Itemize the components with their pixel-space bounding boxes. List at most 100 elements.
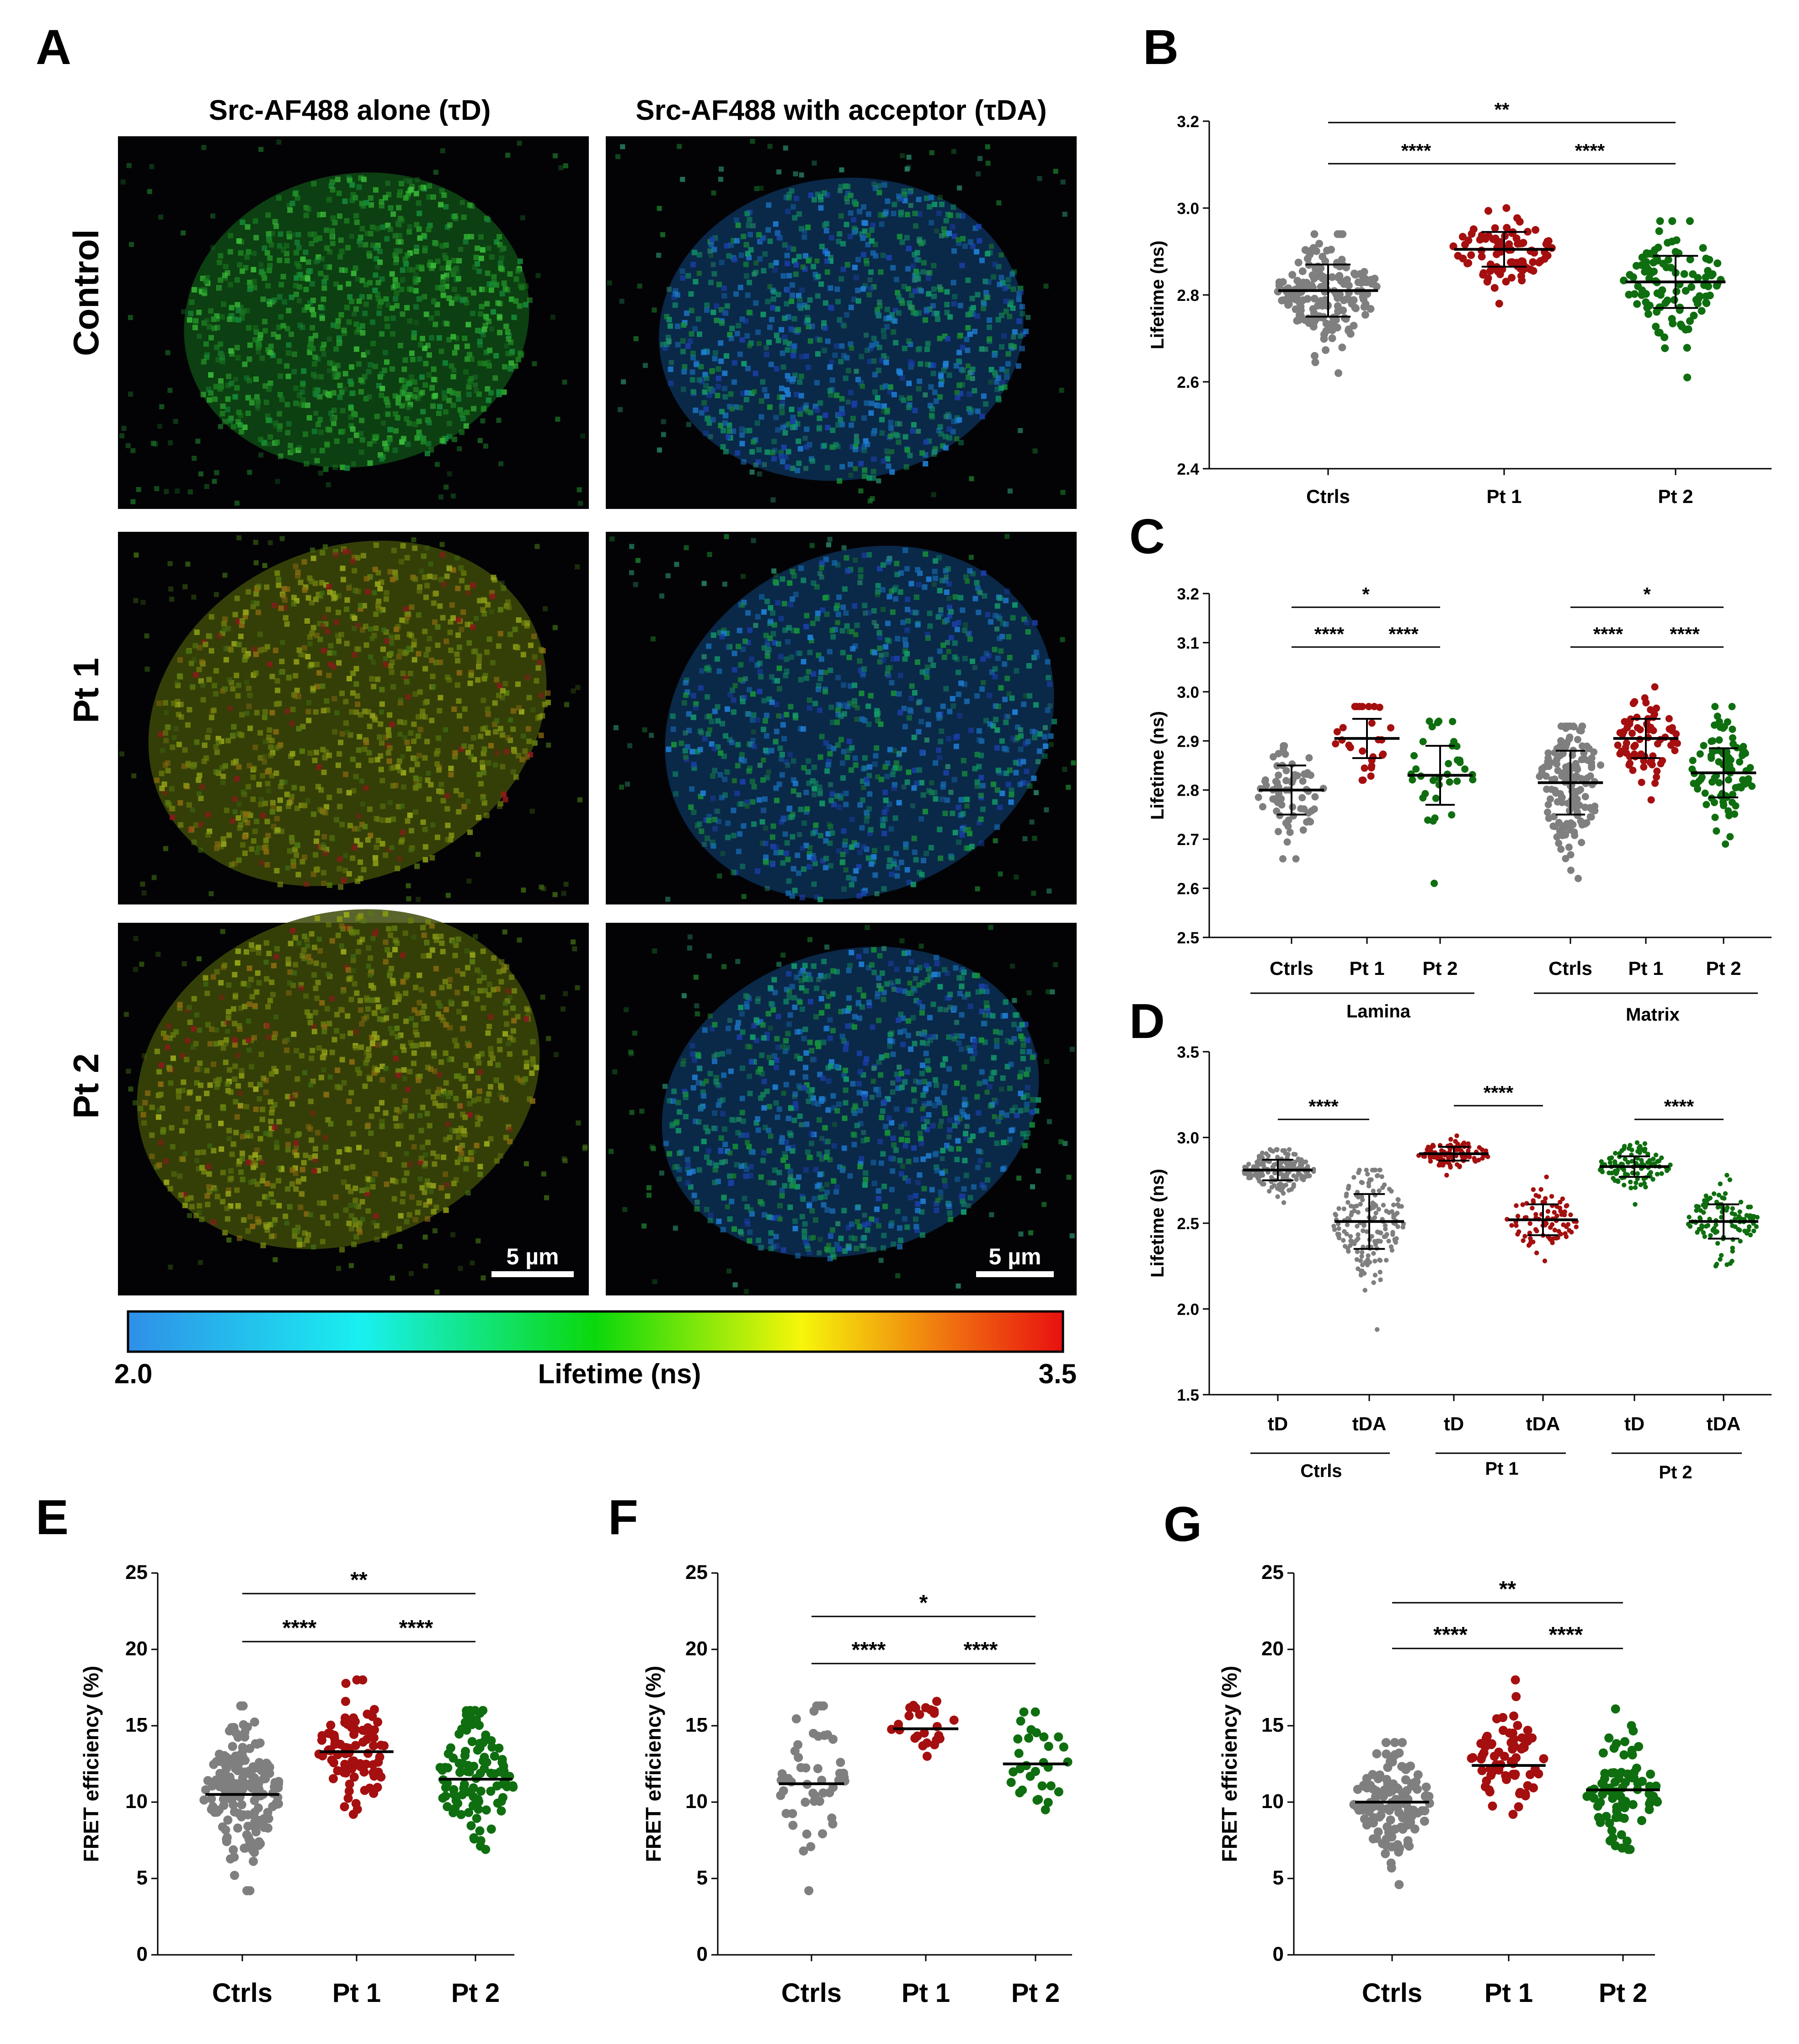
background-pixel	[1006, 691, 1012, 696]
background-pixel	[1032, 448, 1038, 454]
pixel	[976, 728, 982, 734]
pixel	[206, 386, 212, 392]
background-pixel	[413, 272, 418, 278]
pixel	[815, 293, 821, 299]
pixel	[170, 1055, 176, 1061]
pixel	[768, 361, 774, 367]
pixel	[392, 569, 398, 575]
pixel	[346, 585, 352, 591]
pixel	[960, 236, 966, 242]
pixel	[774, 230, 780, 236]
pixel	[689, 749, 695, 754]
pixel	[720, 721, 725, 727]
background-pixel	[474, 615, 479, 621]
pixel	[274, 946, 280, 952]
pixel	[332, 220, 338, 225]
pixel	[763, 854, 769, 860]
pixel	[995, 317, 1001, 323]
pixel	[236, 238, 242, 244]
pixel	[363, 1149, 369, 1155]
background-pixel	[859, 384, 865, 389]
pixel	[899, 375, 905, 381]
pixel	[1042, 753, 1048, 759]
pixel	[848, 461, 853, 467]
pixel	[855, 288, 861, 293]
pixel	[481, 598, 487, 604]
pixel	[335, 177, 341, 182]
pixel	[690, 262, 696, 268]
pixel	[304, 275, 310, 281]
pixel	[709, 719, 715, 724]
pixel	[747, 232, 753, 238]
pixel	[432, 393, 438, 399]
pixel	[683, 692, 689, 698]
pixel	[879, 417, 885, 423]
pixel	[220, 836, 226, 842]
pixel	[274, 868, 280, 874]
pixel	[374, 816, 379, 822]
background-pixel	[247, 470, 252, 475]
pixel	[978, 775, 984, 781]
pixel	[706, 643, 712, 649]
pixel	[446, 677, 452, 683]
pixel	[500, 688, 506, 694]
pixel	[378, 721, 384, 727]
pixel	[211, 316, 217, 322]
background-pixel	[766, 769, 771, 775]
pixel	[796, 211, 802, 217]
pixel	[938, 431, 944, 437]
pixel	[404, 416, 410, 422]
pixel	[952, 594, 958, 600]
pixel	[293, 693, 299, 699]
background-pixel	[331, 650, 337, 656]
background-pixel	[368, 626, 374, 632]
pixel	[361, 867, 367, 872]
pixel	[851, 217, 856, 223]
pixel	[349, 709, 355, 715]
pixel	[739, 426, 745, 432]
pixel	[840, 241, 846, 246]
pixel	[795, 852, 801, 858]
pixel	[485, 270, 491, 276]
pixel	[353, 306, 359, 312]
pixel	[744, 333, 750, 339]
pixel	[836, 412, 842, 417]
pixel	[924, 668, 930, 674]
pixel	[978, 840, 984, 846]
pixel	[407, 812, 413, 818]
pixel	[306, 1013, 312, 1019]
pixel	[261, 1076, 267, 1081]
pixel	[395, 1141, 401, 1147]
pixel	[321, 1024, 327, 1030]
pixel	[819, 560, 825, 566]
pixel	[944, 617, 950, 623]
background-pixel	[968, 555, 974, 560]
pixel	[353, 1234, 359, 1240]
pixel	[354, 929, 360, 935]
pixel	[902, 434, 908, 440]
pixel	[311, 231, 317, 237]
pixel	[435, 285, 441, 290]
background-pixel	[251, 251, 257, 256]
pixel	[318, 374, 324, 380]
pixel	[881, 353, 887, 359]
pixel	[486, 636, 492, 642]
pixel	[672, 302, 678, 308]
pixel	[498, 1083, 504, 1089]
pixel	[774, 332, 779, 338]
background-pixel	[407, 179, 412, 184]
pixel	[344, 606, 350, 612]
pixel	[670, 726, 676, 732]
pixel	[486, 1091, 492, 1097]
pixel	[320, 1054, 326, 1060]
pixel	[780, 364, 786, 370]
pixel	[256, 345, 262, 351]
pixel	[507, 1051, 512, 1057]
pixel	[442, 1102, 448, 1108]
background-pixel	[256, 349, 261, 355]
background-pixel	[240, 789, 246, 795]
pixel	[914, 781, 920, 786]
background-pixel	[244, 680, 249, 685]
pixel	[265, 833, 271, 839]
pixel	[226, 1128, 232, 1134]
